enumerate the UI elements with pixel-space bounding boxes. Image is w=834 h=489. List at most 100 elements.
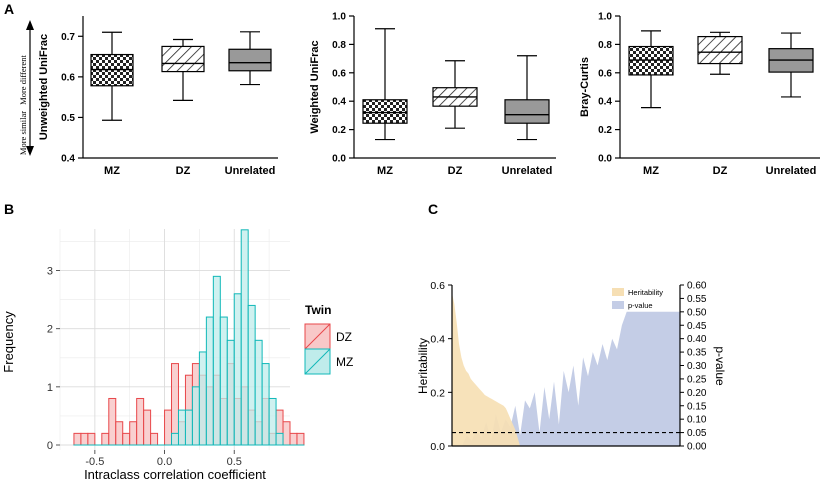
y-tick-label: 0.4: [332, 97, 346, 108]
y-tick-label: 0.6: [332, 68, 346, 79]
right-y-tick-label: 0.50: [687, 307, 707, 318]
heritability-pvalue-chart: 0.0 0.2 0.4 0.6 0.00 0.05 0.10 0.15 0.20 0.25 0.3…: [416, 280, 727, 453]
legend-item-dz: DZ: [304, 323, 352, 350]
x-category-label: DZ: [448, 165, 463, 177]
bar-mz: [268, 397, 277, 446]
y-tick-label: 0.6: [61, 72, 75, 83]
panel-label-a: A: [4, 1, 14, 17]
bar-mz: [171, 432, 179, 446]
pvalue-area: [462, 311, 680, 446]
x-tick-label: -0.5: [85, 456, 104, 468]
boxplot-unweighted-unifrac: 0.4 0.5 0.6 0.7 MZ DZ Unrelated Unweighted Un…: [38, 16, 278, 177]
histogram-icc: 0 1 2 3 -0.5 0.0 0.5 Intraclass correlation c…: [1, 229, 353, 482]
x-tick-label: 0.0: [157, 456, 172, 468]
right-y-tick-label: 0.25: [687, 374, 707, 385]
legend-swatch-heritability: [612, 288, 624, 296]
y-tick-label: 0.0: [598, 154, 612, 165]
iqr-box: [697, 35, 743, 65]
bar-mz: [226, 339, 235, 446]
more-different-label: More different: [18, 55, 28, 105]
left-y-tick-label: 0.4: [430, 334, 445, 346]
x-category-label: Unrelated: [225, 165, 276, 177]
heritability-area: [452, 293, 520, 446]
bar-mz: [184, 409, 193, 446]
boxplot-weighted-unifrac: 0.0 0.2 0.4 0.6 0.8 1.0 MZ DZ Unrelated Weighte…: [309, 12, 556, 177]
y-tick-label: 0.2: [332, 125, 346, 136]
left-y-tick-label: 0.6: [430, 280, 445, 292]
right-y-tick-label: 0.55: [687, 294, 707, 305]
bar-mz: [233, 293, 242, 446]
right-y-tick-label: 0.20: [687, 388, 707, 399]
legend-title: Twin: [305, 303, 331, 317]
legend: Heritability p-value: [612, 288, 663, 310]
bar-mz: [205, 316, 214, 446]
box-unrelated: [768, 32, 814, 98]
legend-label-pvalue: p-value: [628, 301, 653, 310]
y-axis-label: Bray-Curtis: [579, 57, 591, 117]
x-category-label: DZ: [176, 165, 191, 177]
right-y-tick-label: 0.35: [687, 348, 707, 359]
bar-mz: [198, 351, 207, 446]
y-tick-label: 1.0: [332, 12, 346, 23]
bar-dz: [171, 363, 179, 446]
legend-swatch-slash: [304, 348, 331, 375]
panel-label-c: C: [428, 201, 438, 217]
panel-label-b: B: [4, 201, 14, 217]
x-category-label: DZ: [713, 165, 728, 177]
more-similar-label: More similar: [18, 111, 28, 155]
bar-mz: [275, 432, 284, 446]
y-tick-label: 0.4: [598, 97, 612, 108]
bar-dz: [296, 432, 305, 446]
y-tick-label: 3: [47, 266, 53, 278]
y-tick-label: 0.5: [61, 113, 75, 124]
box-unrelated: [504, 55, 550, 141]
right-y-tick-label: 0.60: [687, 281, 707, 292]
y-tick-label: 0.0: [332, 154, 346, 165]
bar-dz: [289, 432, 298, 446]
bar-mz: [219, 316, 228, 446]
left-y-tick-label: 0.0: [430, 441, 445, 453]
box-dz: [161, 38, 205, 101]
right-y-tick-label: 0.15: [687, 401, 707, 412]
iqr-box: [228, 48, 272, 72]
iqr-box: [628, 45, 674, 76]
bar-dz: [282, 421, 291, 446]
right-y-tick-label: 0.45: [687, 321, 707, 332]
box-dz: [432, 60, 478, 129]
x-category-label: MZ: [377, 165, 393, 177]
iqr-box: [161, 45, 205, 73]
legend-swatch-slash: [304, 323, 331, 350]
boxplot-bray-curtis: 0.0 0.2 0.4 0.6 0.8 1.0 MZ DZ Unrelated Bray-Cu…: [579, 12, 820, 177]
right-y-tick-label: 0.00: [687, 442, 707, 453]
right-y-tick-label: 0.40: [687, 334, 707, 345]
bar-dz: [73, 432, 82, 446]
y-tick-label: 1.0: [598, 12, 612, 23]
x-category-label: MZ: [104, 165, 120, 177]
box-mz: [362, 28, 408, 141]
legend-label-mz: MZ: [336, 355, 353, 369]
y-axis-label: Unweighted UniFrac: [38, 34, 50, 140]
bar-mz: [247, 304, 256, 446]
right-y-axis-label: p-value: [713, 346, 727, 386]
y-axis-label: Weighted UniFrac: [309, 40, 321, 133]
box-mz: [628, 30, 674, 109]
bar-dz: [150, 432, 159, 446]
bar-mz: [191, 386, 200, 446]
y-tick-label: 1: [47, 382, 53, 394]
left-y-axis-label: Heritability: [416, 338, 430, 394]
y-tick-label: 0.8: [332, 40, 346, 51]
legend: Twin DZ MZ: [304, 303, 353, 375]
x-category-label: Unrelated: [502, 165, 553, 177]
bar-mz: [212, 275, 221, 446]
iqr-box: [504, 99, 550, 124]
bar-mz: [177, 409, 186, 446]
bar-dz: [115, 421, 124, 446]
left-y-tick-label: 0.2: [430, 387, 445, 399]
right-y-tick-label: 0.10: [687, 415, 707, 426]
bar-mz: [254, 339, 263, 446]
x-tick-label: 0.5: [227, 456, 242, 468]
legend-label-heritability: Heritability: [628, 288, 663, 297]
legend-swatch-pvalue: [612, 301, 624, 309]
bar-dz: [164, 409, 173, 446]
